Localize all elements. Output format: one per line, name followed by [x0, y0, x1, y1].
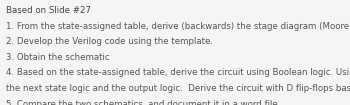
Text: 4. Based on the state-assigned table, derive the circuit using Boolean logic. Us: 4. Based on the state-assigned table, de…	[6, 68, 350, 77]
Text: 1. From the state-assigned table, derive (backwards) the stage diagram (Moore).: 1. From the state-assigned table, derive…	[6, 22, 350, 31]
Text: 5. Compare the two schematics, and document it in a word file.: 5. Compare the two schematics, and docum…	[6, 100, 280, 105]
Text: 3. Obtain the schematic: 3. Obtain the schematic	[6, 53, 109, 62]
Text: 2. Develop the Verilog code using the template.: 2. Develop the Verilog code using the te…	[6, 37, 212, 46]
Text: the next state logic and the output logic.  Derive the circuit with D flip-flops: the next state logic and the output logi…	[6, 84, 350, 93]
Text: Based on Slide #27: Based on Slide #27	[6, 6, 91, 15]
